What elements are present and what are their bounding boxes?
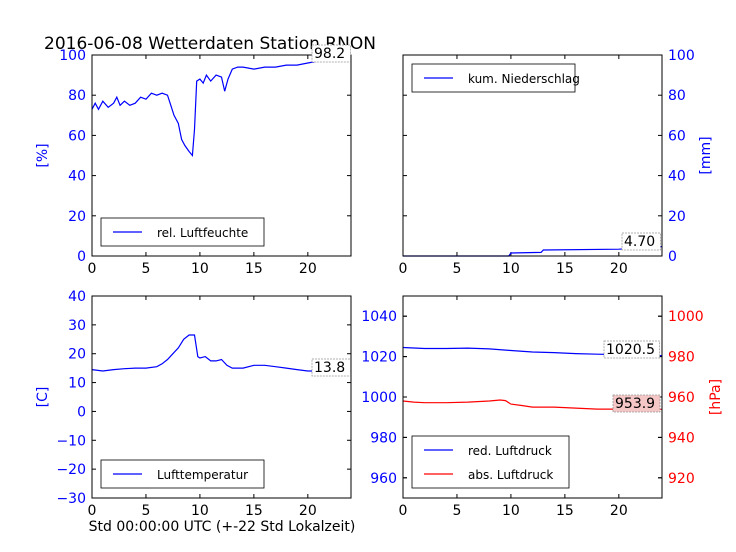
x-tick-label: 15 bbox=[245, 503, 263, 519]
legend-label-0: Lufttemperatur bbox=[157, 468, 248, 482]
series-line-0 bbox=[91, 57, 351, 158]
y-tick-label: 0 bbox=[77, 404, 86, 420]
x-tick-label: 5 bbox=[452, 503, 461, 519]
y-tick-label: −30 bbox=[56, 491, 86, 507]
x-tick-label: 5 bbox=[141, 503, 150, 519]
y-tick-label: 1000 bbox=[668, 309, 704, 325]
series-line-1 bbox=[402, 399, 662, 410]
annotation-box bbox=[612, 394, 661, 413]
figure-title: 2016-06-08 Wetterdaten Station RNON bbox=[44, 34, 376, 54]
y-tick-label: 20 bbox=[668, 209, 686, 225]
y-axis-label: [C] bbox=[35, 387, 51, 408]
y-axis-label: [%] bbox=[35, 143, 51, 167]
y-tick-label: 980 bbox=[668, 350, 695, 366]
panel-top-left: 0 5 10 15 20 0 20 40 60 80 100 [%] rel. Luftfeuchte 9… bbox=[35, 44, 352, 277]
annotation-box bbox=[311, 358, 351, 377]
y-tick-label: 80 bbox=[68, 88, 86, 104]
value-annotation: 4.70 bbox=[621, 232, 661, 251]
y-tick-label: 0 bbox=[668, 249, 677, 265]
annotation-text: 953.9 bbox=[615, 396, 655, 412]
annotation-box bbox=[603, 340, 660, 359]
y-tick-label: 80 bbox=[668, 88, 686, 104]
value-annotation: 13.8 bbox=[311, 358, 351, 377]
x-tick-label: 5 bbox=[141, 261, 150, 277]
y-tick-label: 40 bbox=[668, 169, 686, 185]
x-tick-label: 20 bbox=[299, 261, 317, 277]
y-tick-label: 1040 bbox=[361, 309, 397, 325]
panel-top-right: 0 5 10 15 20 0 20 40 60 80 100 [mm] kum. Niederschla… bbox=[399, 48, 714, 277]
annotation-box bbox=[621, 232, 661, 251]
series-line-0 bbox=[91, 334, 351, 373]
y-tick-label: 10 bbox=[68, 376, 86, 392]
y-tick-label: 40 bbox=[68, 169, 86, 185]
y-tick-label: 1000 bbox=[361, 390, 397, 406]
x-tick-label: 20 bbox=[299, 503, 317, 519]
x-tick-label: 0 bbox=[399, 503, 408, 519]
y-axis-label: [hPa] bbox=[708, 379, 724, 415]
x-tick-label: 0 bbox=[399, 261, 408, 277]
x-tick-label: 15 bbox=[245, 261, 263, 277]
x-tick-label: 5 bbox=[452, 261, 461, 277]
x-tick-label: 10 bbox=[191, 503, 209, 519]
y-tick-label: 20 bbox=[68, 209, 86, 225]
x-tick-label: 10 bbox=[502, 503, 520, 519]
y-tick-label: 60 bbox=[68, 128, 86, 144]
legend-box bbox=[411, 435, 570, 489]
y-tick-label: 960 bbox=[370, 471, 397, 487]
x-tick-label: 10 bbox=[191, 261, 209, 277]
value-annotation: 98.2 bbox=[311, 44, 351, 63]
legend: red. Luftdruck abs. Luftdruck bbox=[411, 435, 570, 489]
y-tick-label: 100 bbox=[59, 48, 86, 64]
axes-frame bbox=[91, 295, 352, 499]
y-tick-label: 100 bbox=[668, 48, 695, 64]
y-tick-label: 60 bbox=[668, 128, 686, 144]
x-tick-label: 20 bbox=[610, 503, 628, 519]
axes-frame bbox=[402, 295, 663, 499]
x-tick-label: 0 bbox=[88, 503, 97, 519]
x-tick-label: 10 bbox=[502, 261, 520, 277]
x-tick-label: 15 bbox=[556, 503, 574, 519]
annotation-text: 13.8 bbox=[314, 360, 345, 376]
x-tick-label: 0 bbox=[88, 261, 97, 277]
y-tick-label: 960 bbox=[668, 390, 695, 406]
y-tick-label: 0 bbox=[77, 249, 86, 265]
y-tick-label: −20 bbox=[56, 462, 86, 478]
y-tick-label: −10 bbox=[56, 433, 86, 449]
y-axis-label: [mm] bbox=[698, 136, 714, 174]
value-annotation: 1020.5 bbox=[603, 340, 660, 359]
axes-frame bbox=[402, 54, 663, 257]
y-tick-label: 30 bbox=[68, 318, 86, 334]
y-tick-label: 940 bbox=[668, 430, 695, 446]
legend-label-0: rel. Luftfeuchte bbox=[157, 226, 248, 240]
legend: Lufttemperatur bbox=[100, 459, 265, 489]
panel-bottom-left: 0 5 10 15 20 −30 −20 −10 0 10 20 30 40 [C] Lufttempera… bbox=[35, 289, 352, 519]
y-tick-label: 40 bbox=[68, 289, 86, 305]
legend: kum. Niederschlag bbox=[411, 63, 580, 93]
x-tick-label: 20 bbox=[610, 261, 628, 277]
legend-label-1: abs. Luftdruck bbox=[468, 468, 553, 482]
annotation-text: 4.70 bbox=[624, 234, 655, 250]
value-annotation: 953.9 bbox=[612, 394, 661, 413]
annotation-box bbox=[311, 44, 351, 63]
annotation-text: 98.2 bbox=[314, 46, 345, 62]
y-tick-label: 20 bbox=[68, 347, 86, 363]
legend: rel. Luftfeuchte bbox=[100, 217, 265, 247]
legend-label-0: kum. Niederschlag bbox=[468, 72, 580, 86]
y-tick-label: 1020 bbox=[361, 350, 397, 366]
annotation-text: 1020.5 bbox=[606, 342, 655, 358]
axes-frame bbox=[91, 54, 352, 257]
y-tick-label: 920 bbox=[668, 471, 695, 487]
figure-xlabel: Std 00:00:00 UTC (+-22 Std Lokalzeit) bbox=[89, 519, 356, 535]
legend-label-0: red. Luftdruck bbox=[468, 444, 552, 458]
y-tick-label: 980 bbox=[370, 430, 397, 446]
panel-bottom-right: 0 5 10 15 20 960 980 1000 1020 1040 920 940 960 980 10… bbox=[361, 295, 724, 519]
x-tick-label: 15 bbox=[556, 261, 574, 277]
